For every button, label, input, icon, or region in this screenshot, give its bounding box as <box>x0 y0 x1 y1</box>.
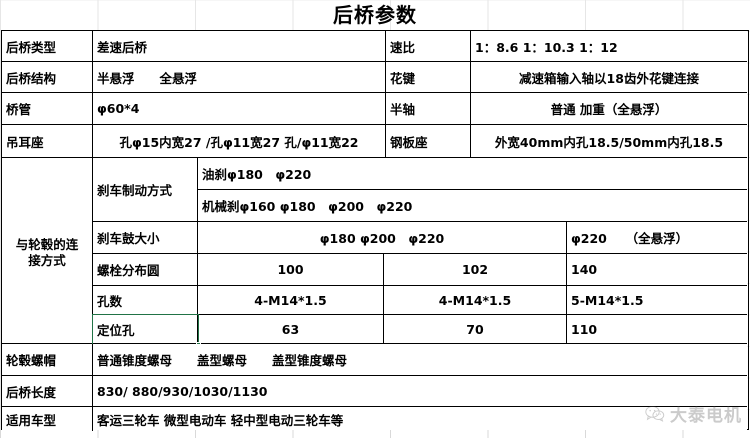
row-value-brake-mechanical: 机械刹φ160 φ180 φ200 φ220 <box>198 190 747 222</box>
row-value-hub-nut: 普通锥度螺母 盖型螺母 盖型锥度螺母 <box>93 344 747 376</box>
row-value-hole-count-3: 5-M14*1.5 <box>567 286 747 315</box>
row-label-hole-count: 孔数 <box>93 286 198 315</box>
row-label-axle-tube: 桥管 <box>2 93 93 125</box>
row-label-ratio: 速比 <box>386 31 471 62</box>
row-value-brake-hydraulic: 油刹φ180 φ220 <box>198 158 747 190</box>
row-label-hanger-seat: 吊耳座 <box>2 125 93 158</box>
group-label-line-1: 与轮毂的连 <box>15 236 79 252</box>
row-value-axle-structure: 半悬浮 全悬浮 <box>93 62 386 93</box>
row-value-drum-size-alt: φ220 （全悬浮） <box>567 222 747 254</box>
specification-table: 后桥类型 差速后桥 速比 1：8.6 1：10.3 1：12 后桥结构 半悬浮 … <box>1 30 749 431</box>
row-value-axle-tube: φ60*4 <box>93 93 386 125</box>
row-label-axle-structure: 后桥结构 <box>2 62 93 93</box>
row-value-half-shaft: 普通 加重（全悬浮） <box>471 93 747 125</box>
empty-spreadsheet-row <box>0 430 750 438</box>
row-label-hub-nut: 轮毂螺帽 <box>2 344 93 376</box>
row-value-hanger-seat: 孔φ15内宽27 /孔φ11宽27 孔/φ11宽22 <box>93 125 386 158</box>
row-value-hole-count-2: 4-M14*1.5 <box>384 286 567 315</box>
row-label-drum-size: 刹车鼓大小 <box>93 222 198 254</box>
row-label-spline: 花键 <box>386 62 471 93</box>
row-label-half-shaft: 半轴 <box>386 93 471 125</box>
group-label-line-2: 接方式 <box>28 252 66 268</box>
row-value-bolt-circle-2: 102 <box>384 254 567 286</box>
row-value-bolt-circle-3: 140 <box>567 254 747 286</box>
row-value-bolt-circle-1: 100 <box>198 254 384 286</box>
row-label-vehicle-type: 适用车型 <box>2 407 93 431</box>
row-value-spline: 减速箱输入轴以18齿外花键连接 <box>471 62 747 93</box>
row-value-axle-type: 差速后桥 <box>93 31 386 62</box>
row-label-axle-length: 后桥长度 <box>2 376 93 407</box>
row-label-locating-hole[interactable]: 定位孔 <box>93 315 198 344</box>
row-value-drum-size-main: φ180 φ200 φ220 <box>198 222 567 254</box>
row-label-brake-mode: 刹车制动方式 <box>93 158 198 222</box>
row-value-locating-hole-3: 110 <box>567 315 747 344</box>
row-value-hole-count-1: 4-M14*1.5 <box>198 286 384 315</box>
row-label-bolt-circle: 螺栓分布圆 <box>93 254 198 286</box>
row-value-ratio: 1：8.6 1：10.3 1：12 <box>471 31 747 62</box>
row-value-axle-length: 830/ 880/930/1030/1130 <box>93 376 747 407</box>
page-title: 后桥参数 <box>333 3 417 27</box>
group-label-hub-connection: 与轮毂的连 接方式 <box>2 158 93 344</box>
row-value-plate-seat: 外宽40mm内孔18.5/50mm内孔18.5 <box>471 125 747 158</box>
row-value-vehicle-type: 客运三轮车 微型电动车 轻中型电动三轮车等 <box>93 407 747 431</box>
row-label-axle-type: 后桥类型 <box>2 31 93 62</box>
row-value-locating-hole-1: 63 <box>198 315 384 344</box>
row-value-locating-hole-2: 70 <box>384 315 567 344</box>
row-label-plate-seat: 钢板座 <box>386 125 471 158</box>
